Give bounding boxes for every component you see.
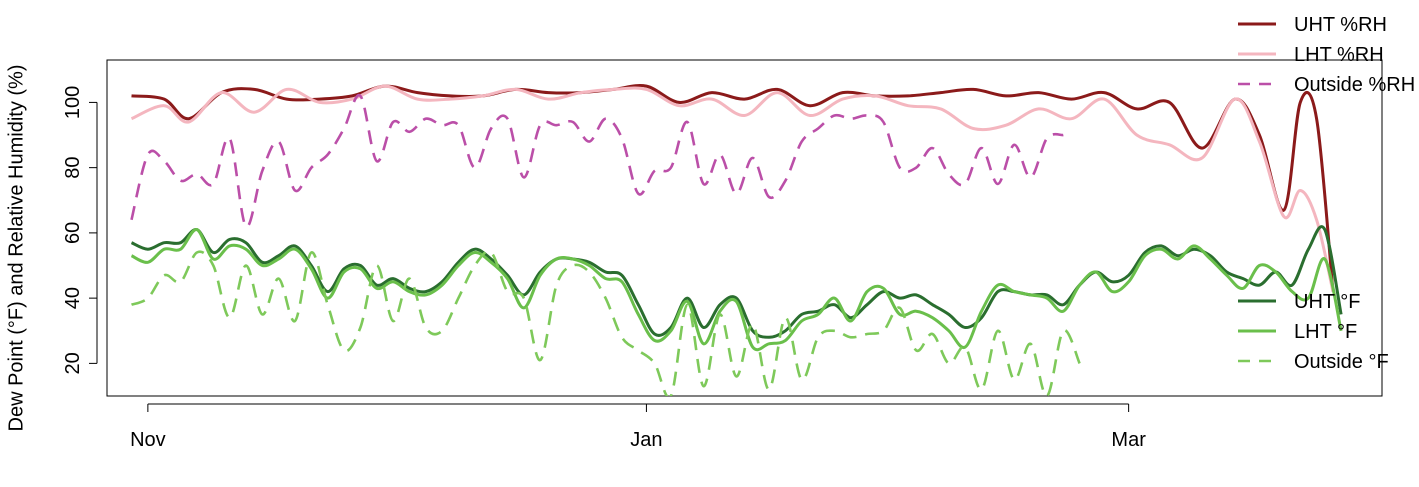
series-layer <box>130 84 1343 396</box>
x-tick-label: Nov <box>130 429 166 451</box>
y-tick-label: 80 <box>62 157 84 179</box>
y-tick-label: 100 <box>62 86 84 119</box>
series-line-lht-f <box>130 228 1343 352</box>
series-line-lht-pct-rh <box>130 84 1335 292</box>
legend-label-uht-f: UHT °F <box>1294 291 1361 313</box>
y-axis-title: Dew Point (°F) and Relative Humidity (%) <box>5 65 27 432</box>
x-tick-label: Mar <box>1111 429 1146 451</box>
y-axis: 20 40 60 80 100 <box>62 86 98 375</box>
legend-dew-point: UHT °F LHT °F Outside °F <box>1238 291 1389 373</box>
series-line-outside-pct-rh <box>130 94 1064 228</box>
x-axis: Nov Jan Mar <box>130 403 1146 451</box>
legend-label-uht-pct-rh: UHT %RH <box>1294 14 1387 36</box>
legend-label-outside-pct-rh: Outside %RH <box>1294 74 1415 96</box>
y-tick-label: 40 <box>62 287 84 309</box>
y-tick-label: 60 <box>62 222 84 244</box>
series-line-uht-f <box>130 225 1343 339</box>
y-tick-label: 20 <box>62 352 84 374</box>
plot-area-border <box>106 59 1383 397</box>
legend-humidity: UHT %RH LHT %RH Outside %RH <box>1238 14 1415 96</box>
x-tick-label: Jan <box>630 429 662 451</box>
legend-label-lht-f: LHT °F <box>1294 321 1357 343</box>
series-line-outside-f <box>131 250 1081 396</box>
legend-label-lht-pct-rh: LHT %RH <box>1294 44 1384 66</box>
legend-label-outside-f: Outside °F <box>1294 351 1389 373</box>
